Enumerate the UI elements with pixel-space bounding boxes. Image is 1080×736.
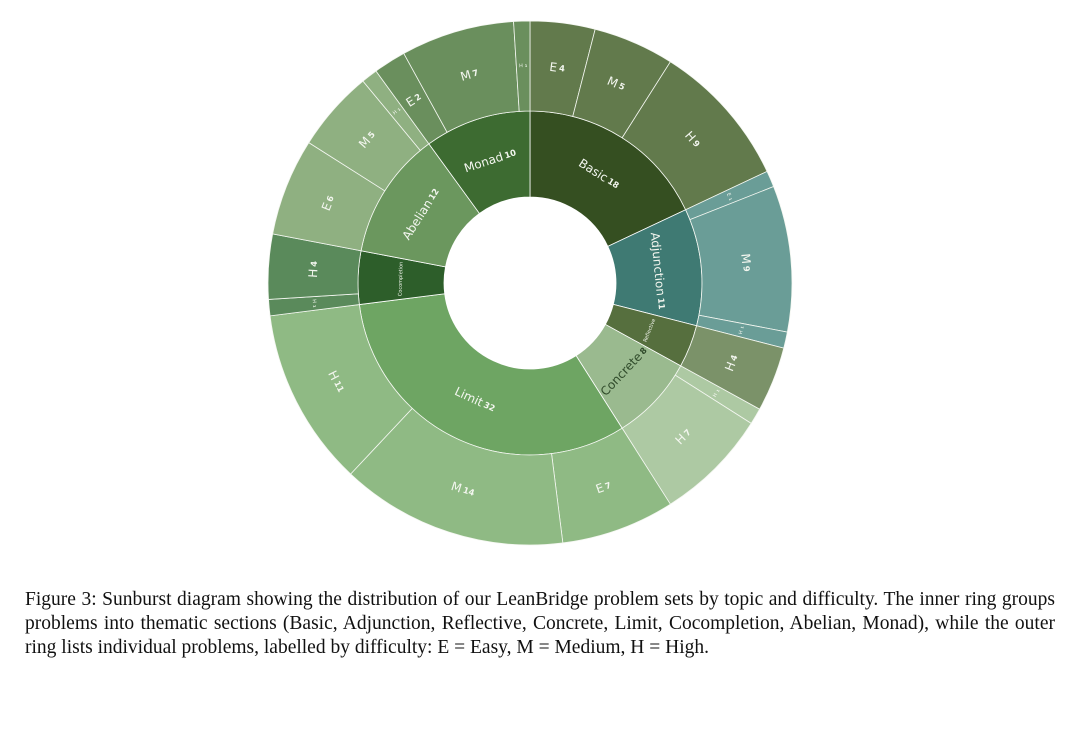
figure-caption: Figure 3: Sunburst diagram showing the d…: [25, 589, 1055, 658]
slice-label: E7: [594, 478, 613, 496]
slice-label: H4: [306, 260, 321, 278]
slice-label: M7: [459, 65, 481, 84]
slice-label: E4: [549, 60, 566, 76]
slice-label: H1: [392, 106, 403, 116]
slice-label: M9: [738, 253, 754, 273]
sunburst-chart: Basic18E4M5H9Adjunction11E1M9H1Reflectiv…: [267, 20, 793, 546]
slice-label: H1: [311, 299, 318, 308]
slice-label: M14: [449, 479, 476, 500]
outer-slice: [513, 20, 531, 112]
slice-label: Adjunction11: [648, 232, 669, 311]
slice-label: Cocompletion: [398, 262, 405, 297]
slice-label: H1: [738, 325, 746, 335]
slice-label: E1: [725, 192, 734, 202]
slice-label: H1: [712, 388, 722, 399]
slice-label: M5: [605, 74, 627, 94]
